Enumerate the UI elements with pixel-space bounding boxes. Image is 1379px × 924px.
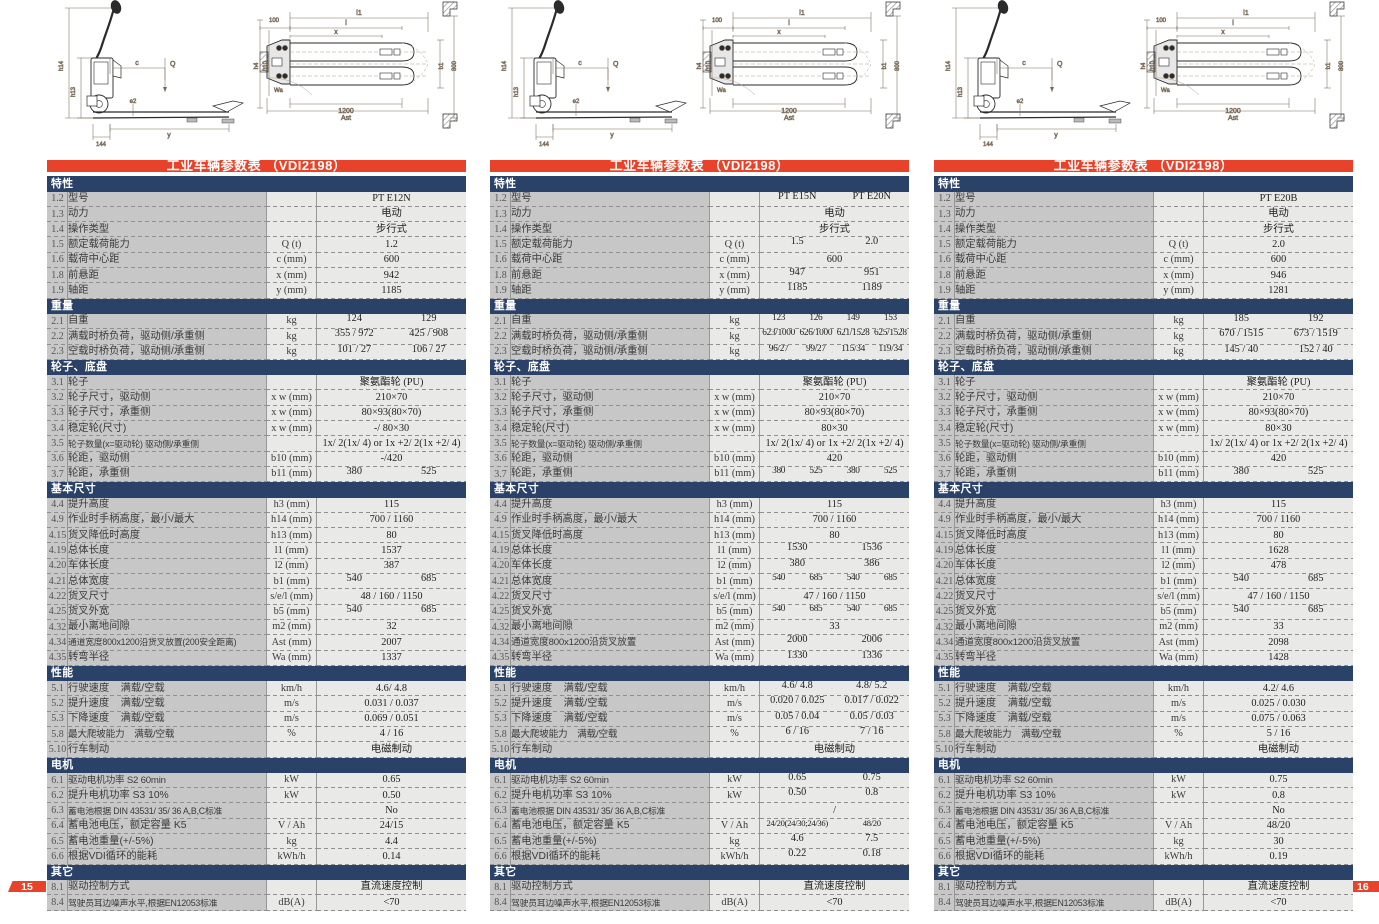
svg-text:b10: b10	[706, 60, 712, 71]
svg-text:h13: h13	[514, 86, 520, 97]
svg-text:Wa: Wa	[1161, 88, 1170, 94]
svg-text:h14: h14	[946, 60, 952, 71]
svg-text:Q: Q	[613, 61, 619, 68]
svg-text:h4: h4	[697, 62, 703, 69]
svg-text:144: 144	[539, 142, 550, 148]
svg-text:100: 100	[1156, 18, 1167, 24]
svg-text:e2: e2	[573, 99, 580, 105]
svg-text:h4: h4	[1141, 62, 1147, 69]
svg-text:l: l	[788, 20, 790, 27]
svg-text:144: 144	[983, 142, 994, 148]
svg-text:c: c	[578, 60, 582, 67]
svg-text:b1: b1	[439, 62, 445, 69]
svg-text:800: 800	[895, 60, 901, 71]
svg-text:y: y	[1054, 132, 1058, 139]
svg-text:h13: h13	[71, 86, 77, 97]
svg-text:x: x	[1221, 29, 1225, 36]
svg-text:1200: 1200	[781, 108, 797, 115]
svg-text:100: 100	[712, 18, 723, 24]
svg-text:Q: Q	[1057, 61, 1063, 68]
svg-text:l: l	[345, 20, 347, 27]
svg-text:y: y	[610, 132, 614, 139]
svg-text:l1: l1	[1243, 10, 1249, 17]
svg-text:Wa: Wa	[717, 88, 726, 94]
svg-text:Ast: Ast	[341, 115, 351, 122]
svg-text:b10: b10	[263, 60, 269, 71]
svg-text:144: 144	[96, 142, 107, 148]
svg-text:e2: e2	[130, 99, 137, 105]
svg-text:l1: l1	[799, 10, 805, 17]
svg-text:c: c	[135, 60, 139, 67]
svg-text:b1: b1	[882, 62, 888, 69]
svg-text:l: l	[1232, 20, 1234, 27]
svg-text:h14: h14	[59, 60, 65, 71]
svg-text:800: 800	[1339, 60, 1345, 71]
svg-text:1200: 1200	[1225, 108, 1241, 115]
svg-text:h14: h14	[502, 60, 508, 71]
svg-text:800: 800	[452, 60, 458, 71]
svg-text:Q: Q	[170, 61, 176, 68]
svg-text:e2: e2	[1017, 99, 1024, 105]
svg-text:c: c	[1022, 60, 1026, 67]
svg-text:x: x	[334, 29, 338, 36]
svg-text:Ast: Ast	[1228, 115, 1238, 122]
svg-text:h13: h13	[958, 86, 964, 97]
svg-text:l1: l1	[356, 10, 362, 17]
svg-text:b1: b1	[1326, 62, 1332, 69]
svg-text:x: x	[777, 29, 781, 36]
svg-text:h4: h4	[254, 62, 260, 69]
svg-text:Ast: Ast	[784, 115, 794, 122]
svg-text:1200: 1200	[338, 108, 354, 115]
svg-text:100: 100	[269, 18, 280, 24]
svg-text:b10: b10	[1150, 60, 1156, 71]
svg-text:Wa: Wa	[274, 88, 283, 94]
svg-text:y: y	[167, 132, 171, 139]
